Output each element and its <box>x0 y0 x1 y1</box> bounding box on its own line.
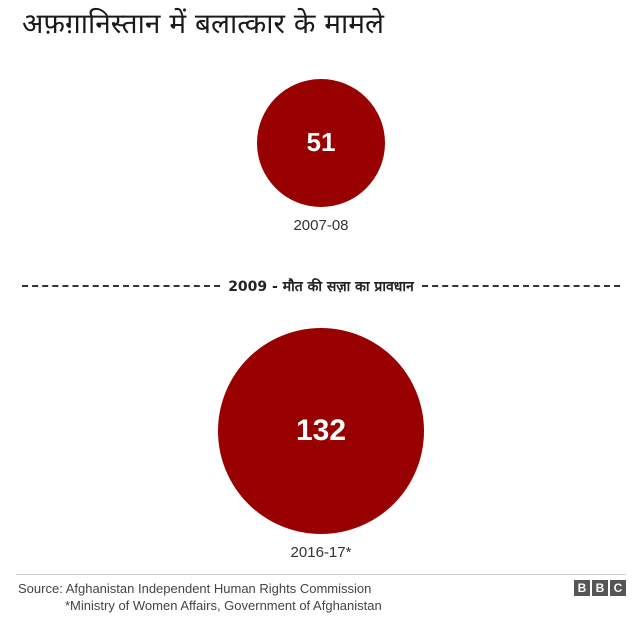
bubble-value-label: 132 <box>295 414 347 447</box>
bbc-logo-letter: B <box>592 580 608 596</box>
footer-rule <box>16 574 626 575</box>
period-label: 2007-08 <box>293 217 349 235</box>
bbc-logo: B B C <box>574 580 626 596</box>
divider-dash-left <box>22 285 221 287</box>
chart-title: अफ़ग़ानिस्तान में बलात्कार के मामले <box>22 7 384 40</box>
milestone-label: 2009 - मौत की सज़ा का प्रावधान <box>228 278 414 295</box>
bbc-logo-letter: B <box>574 580 590 596</box>
milestone-divider: 2009 - मौत की सज़ा का प्रावधान <box>22 276 620 296</box>
divider-dash-right <box>421 285 620 287</box>
data-bubble: 132 <box>218 328 424 534</box>
source-note: Source: Afghanistan Independent Human Ri… <box>18 580 382 614</box>
bbc-logo-letter: C <box>610 580 626 596</box>
data-bubble: 51 <box>256 78 385 207</box>
bubble-value-label: 51 <box>306 127 336 158</box>
source-line-2: *Ministry of Women Affairs, Government o… <box>65 598 382 613</box>
period-label: 2016-17* <box>290 544 352 561</box>
source-line-1: Source: Afghanistan Independent Human Ri… <box>18 581 372 596</box>
